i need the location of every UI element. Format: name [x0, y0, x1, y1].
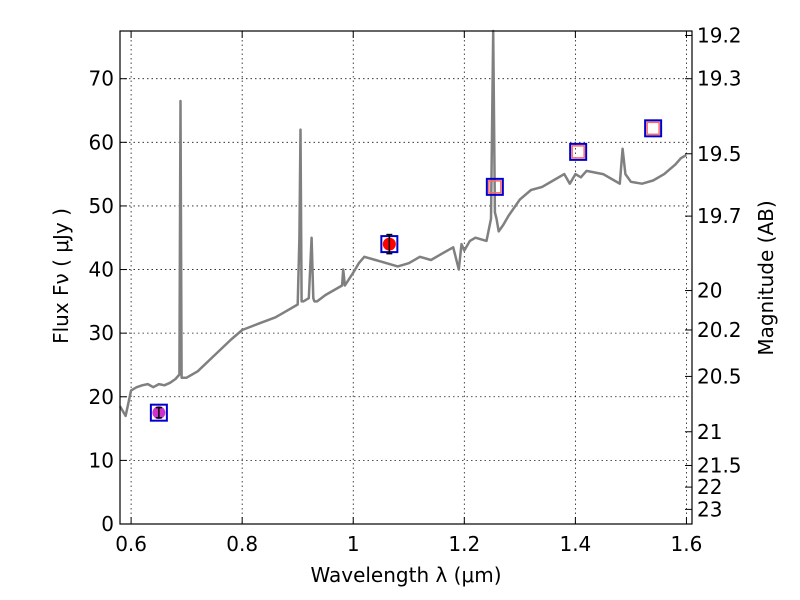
right-tick-label: 19.5 [697, 142, 742, 166]
model-flux-box [569, 142, 588, 161]
y-tick-label: 0 [101, 512, 114, 536]
tick-layer: 0.6 0.8 1 1.2 1.4 1.6 0 10 20 30 40 50 60 70 19.2 19.3 1… [89, 23, 742, 556]
marker-layer [149, 119, 663, 422]
x-tick-label: 0.6 [115, 532, 147, 556]
right-tick-label: 20.5 [697, 364, 742, 388]
y-tick-label: 30 [89, 321, 114, 345]
right-tick-label: 21 [697, 420, 722, 444]
x-tick-label: 1.4 [559, 532, 591, 556]
open-photometry-marker [488, 180, 502, 194]
x-axis-label: Wavelength λ (μm) [310, 563, 501, 587]
grid-layer [120, 31, 692, 525]
y-tick-label: 60 [89, 130, 114, 154]
y-tick-label: 10 [89, 448, 114, 472]
right-tick-label: 19.2 [697, 23, 742, 47]
y-tick-label: 20 [89, 385, 114, 409]
x-tick-label: 1.2 [448, 532, 480, 556]
spectrum-line [118, 29, 688, 418]
right-tick-label: 20 [697, 279, 722, 303]
model-flux-box [644, 119, 663, 138]
plot-frame [119, 30, 693, 525]
y-tick-label: 40 [89, 258, 114, 282]
y-tick-label: 50 [89, 194, 114, 218]
open-photometry-marker [571, 145, 585, 159]
y-axis-label: Flux Fν ( μJy ) [49, 208, 73, 344]
right-tick-label: 21.5 [697, 453, 742, 477]
right-tick-label: 19.3 [697, 67, 742, 91]
series-layer [118, 29, 688, 418]
model-flux-box [149, 403, 168, 422]
right-tick-label: 22 [697, 475, 722, 499]
x-tick-label: 1.6 [671, 532, 703, 556]
x-tick-label: 0.8 [226, 532, 258, 556]
right-tick-label: 20.2 [697, 318, 742, 342]
x-tick-label: 1 [347, 532, 360, 556]
y-tick-label: 70 [89, 67, 114, 91]
open-photometry-marker [646, 121, 660, 136]
right-tick-label: 19.7 [697, 204, 742, 228]
right-axis-label: Magnitude (AB) [754, 200, 778, 355]
model-flux-box [485, 177, 504, 196]
right-tick-label: 23 [697, 497, 722, 521]
